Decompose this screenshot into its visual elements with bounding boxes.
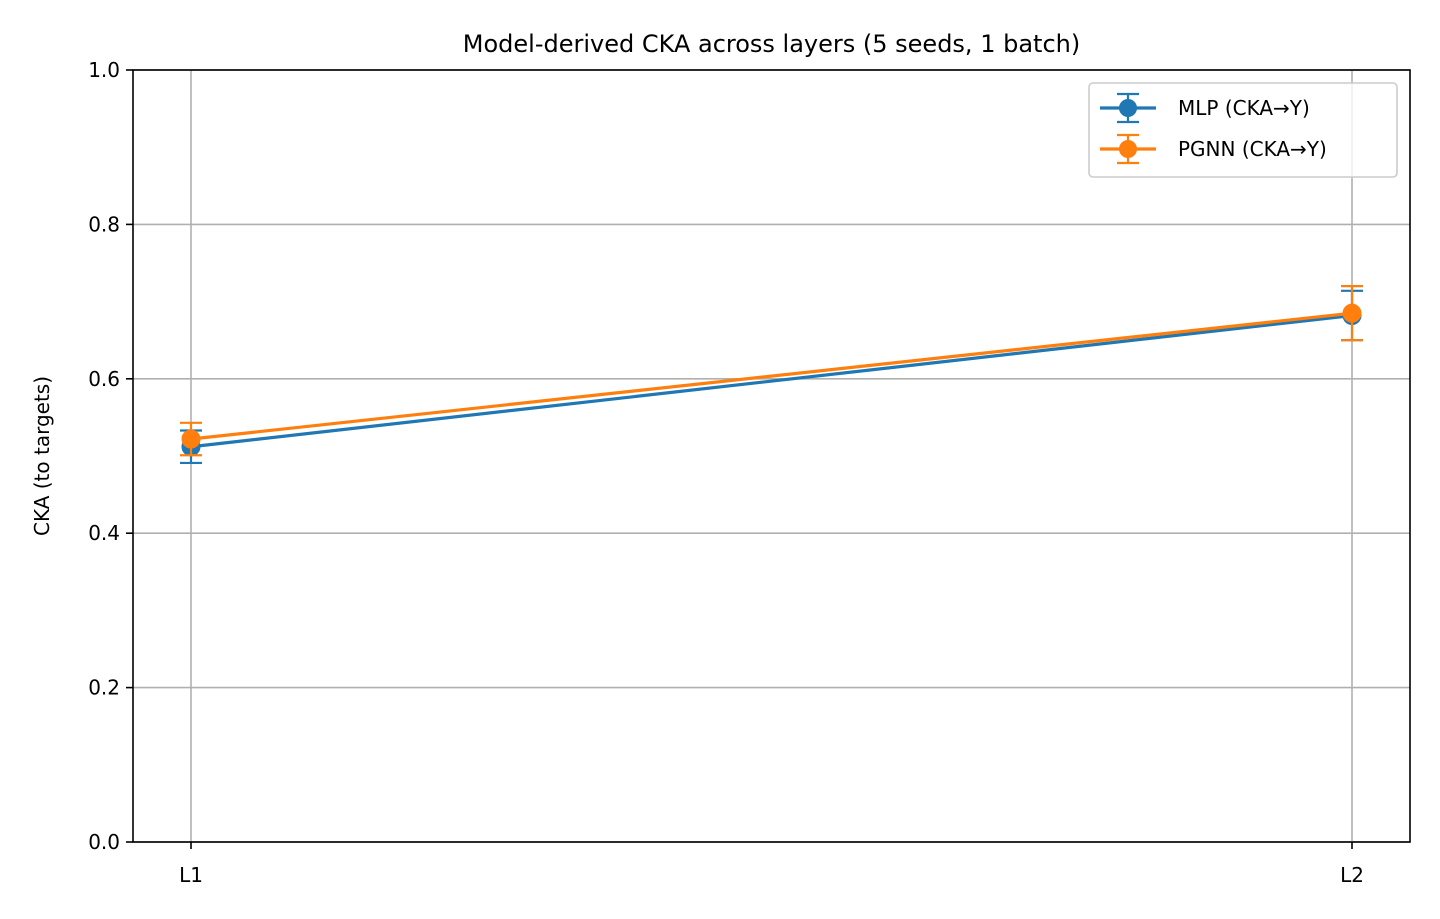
y-tick-label: 0.2: [88, 676, 120, 700]
chart-title: Model-derived CKA across layers (5 seeds…: [463, 30, 1080, 58]
series-line: [190, 313, 1353, 449]
axes: 0.0 0.2 0.4 0.6 0.8 1.0 L1 L2: [88, 58, 1364, 887]
y-axis-title: CKA (to targets): [30, 376, 54, 536]
legend: MLP (CKA→Y) PGNN (CKA→Y): [1088, 82, 1398, 178]
y-tick-label: 0.8: [88, 212, 120, 236]
x-tick-label: L1: [179, 863, 203, 887]
legend-marker: [1119, 140, 1137, 158]
x-tick-label: L2: [1340, 863, 1364, 887]
legend-entry: MLP (CKA→Y): [1100, 92, 1310, 124]
legend-box: [1088, 82, 1398, 178]
y-tick-label: 0.4: [88, 521, 120, 545]
y-tick-label: 0.0: [88, 830, 120, 854]
plot-frame: [132, 69, 1411, 843]
legend-entry: PGNN (CKA→Y): [1100, 133, 1327, 165]
y-tick-label: 0.6: [88, 367, 120, 391]
series-line: [190, 311, 1353, 441]
data-point: [181, 429, 201, 449]
legend-marker: [1119, 99, 1137, 117]
series-1: [180, 285, 1363, 457]
data-point: [1342, 303, 1362, 323]
legend-label: PGNN (CKA→Y): [1178, 137, 1327, 161]
series-layer: [180, 285, 1363, 465]
legend-label: MLP (CKA→Y): [1178, 96, 1310, 120]
y-tick-label: 1.0: [88, 58, 120, 82]
